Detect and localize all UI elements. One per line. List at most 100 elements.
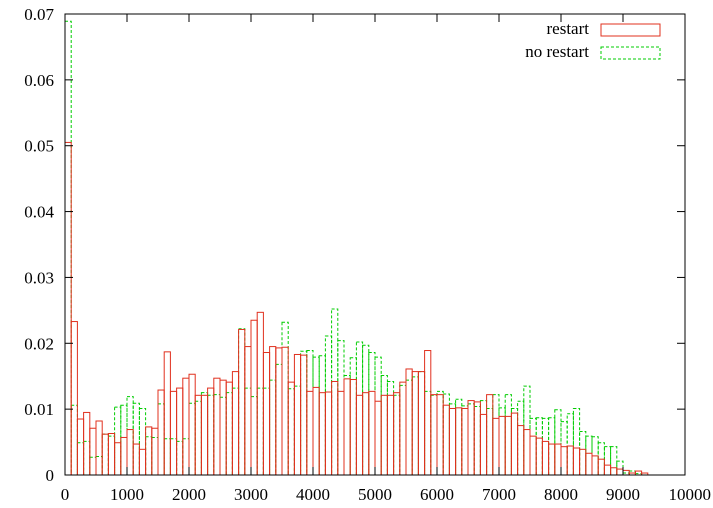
bar-no-restart	[498, 407, 506, 476]
bar-no-restart	[126, 396, 134, 476]
y-tick-label: 0	[46, 466, 55, 485]
bar-no-restart	[579, 431, 587, 476]
bar-no-restart	[176, 440, 184, 476]
bar-restart	[616, 468, 624, 476]
bar-no-restart	[380, 375, 388, 476]
bar-no-restart	[417, 371, 426, 476]
bar-no-restart	[200, 392, 209, 476]
bar-restart	[194, 394, 202, 476]
legend-swatch-no-restart	[600, 46, 661, 60]
bar-restart	[374, 400, 382, 476]
bar-no-restart	[585, 435, 593, 476]
bar-restart	[207, 387, 215, 476]
bar-restart	[169, 390, 178, 476]
bar-no-restart	[473, 406, 481, 476]
bar-no-restart	[535, 417, 543, 476]
bar-restart	[535, 437, 543, 476]
bar-restart	[70, 321, 78, 476]
bar-restart	[337, 390, 345, 476]
bar-restart	[399, 381, 407, 476]
bar-no-restart	[362, 344, 370, 476]
bar-restart	[244, 346, 252, 476]
bar-restart	[603, 464, 612, 476]
bar-restart	[560, 446, 568, 476]
y-tick-label: 0.02	[24, 334, 54, 353]
bar-restart	[145, 426, 153, 476]
bar-no-restart	[262, 387, 271, 476]
bar-restart	[287, 381, 295, 476]
bar-no-restart	[529, 417, 537, 476]
bar-restart	[461, 407, 469, 476]
bar-restart	[585, 452, 593, 476]
bar-restart	[479, 413, 488, 476]
bar-restart	[349, 379, 357, 476]
bar-restart	[548, 443, 556, 476]
bar-restart	[504, 415, 512, 476]
legend: restart no restart	[525, 19, 661, 61]
bar-no-restart	[455, 398, 463, 476]
bar-no-restart	[486, 407, 494, 476]
bar-no-restart	[399, 384, 407, 476]
bar-no-restart	[213, 394, 221, 476]
bar-no-restart	[560, 421, 568, 476]
bar-no-restart	[163, 438, 171, 476]
bar-no-restart	[287, 388, 295, 476]
bar-restart	[591, 455, 599, 476]
bar-restart	[430, 394, 438, 476]
bar-restart	[312, 386, 320, 476]
bar-restart	[331, 380, 339, 476]
bar-restart	[281, 346, 289, 476]
bar-no-restart	[188, 402, 196, 476]
bar-restart	[231, 371, 240, 476]
bar-restart	[529, 435, 537, 476]
no-restart-series	[64, 20, 643, 476]
bar-restart	[114, 442, 122, 476]
bar-restart	[386, 394, 395, 476]
bar-restart	[424, 350, 432, 476]
bar-no-restart	[207, 394, 215, 476]
bar-restart	[182, 377, 190, 476]
bar-restart	[275, 347, 283, 476]
bar-restart	[132, 443, 140, 476]
bar-no-restart	[324, 335, 333, 476]
bar-restart	[572, 447, 581, 476]
bar-no-restart	[523, 385, 531, 476]
bar-restart	[368, 390, 376, 476]
bar-no-restart	[275, 363, 283, 476]
bar-restart	[510, 412, 519, 476]
bar-no-restart	[225, 392, 233, 476]
bar-no-restart	[64, 20, 72, 476]
bar-restart	[498, 415, 506, 476]
bar-no-restart	[554, 409, 562, 476]
y-tick-label: 0.05	[24, 137, 54, 156]
x-axis-tick-labels: 0 1000 2000 3000 4000 5000 6000 7000 8000 9000 100…	[61, 485, 711, 504]
bar-no-restart	[411, 376, 419, 476]
bar-restart	[219, 379, 227, 476]
x-tick-label: 5000	[358, 485, 392, 504]
bar-restart	[107, 433, 116, 476]
bar-no-restart	[436, 390, 444, 476]
bar-restart	[76, 418, 85, 476]
x-tick-label: 0	[61, 485, 70, 504]
bar-restart	[163, 351, 171, 476]
bar-no-restart	[138, 407, 147, 476]
bar-restart	[176, 387, 184, 476]
bar-no-restart	[219, 396, 227, 476]
bar-restart	[417, 371, 426, 476]
bar-no-restart	[76, 442, 85, 476]
bar-restart	[554, 443, 562, 476]
bar-no-restart	[194, 400, 202, 476]
bar-restart	[188, 373, 196, 476]
bar-restart	[151, 427, 159, 476]
bar-no-restart	[157, 403, 165, 476]
bar-no-restart	[312, 356, 320, 476]
bar-no-restart	[256, 387, 264, 476]
x-tick-label: 2000	[172, 485, 206, 504]
bar-no-restart	[610, 446, 618, 476]
bar-restart	[324, 391, 333, 476]
bar-restart	[200, 394, 209, 476]
bar-restart	[467, 400, 475, 476]
bar-restart	[101, 433, 109, 476]
bar-no-restart	[492, 394, 500, 476]
